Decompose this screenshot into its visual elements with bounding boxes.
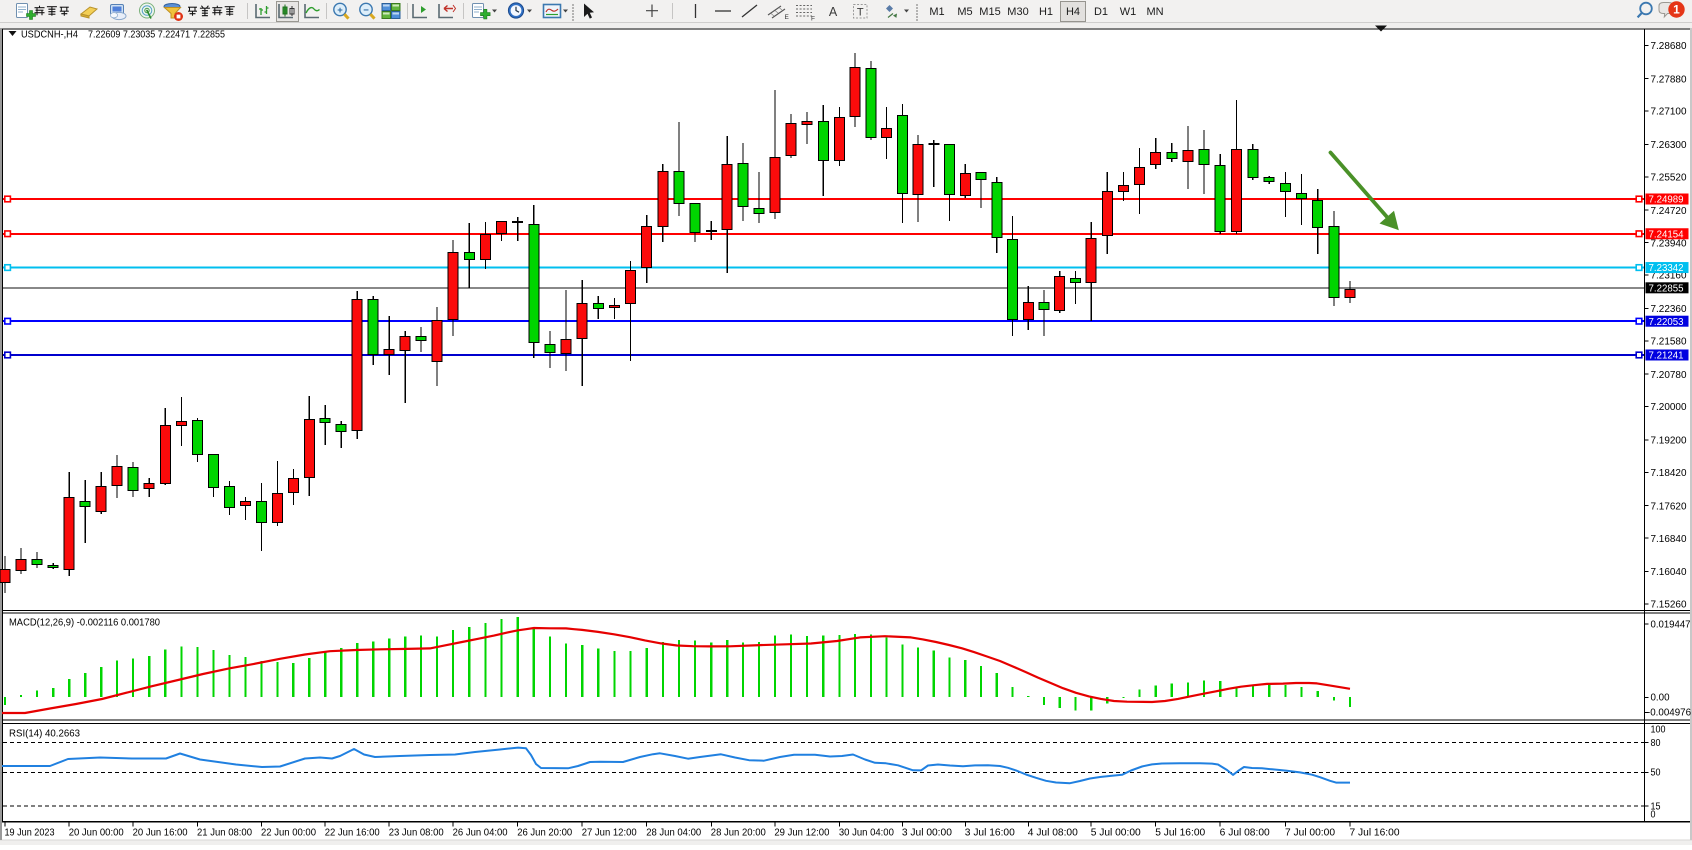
svg-text:D1: D1 <box>1094 6 1108 18</box>
svg-text:7.24989: 7.24989 <box>1649 195 1684 206</box>
svg-text:30 Jun 04:00: 30 Jun 04:00 <box>839 827 894 838</box>
svg-text:H4: H4 <box>1066 6 1080 18</box>
svg-text:F: F <box>811 16 815 23</box>
svg-text:19 Jun 2023: 19 Jun 2023 <box>5 827 55 838</box>
svg-text:7 Jul 16:00: 7 Jul 16:00 <box>1350 827 1400 838</box>
svg-text:-0.004976: -0.004976 <box>1647 708 1692 719</box>
svg-text:7.26300: 7.26300 <box>1651 140 1688 151</box>
svg-text:MN: MN <box>1146 6 1163 18</box>
svg-text:7.24720: 7.24720 <box>1651 206 1688 217</box>
svg-text:7.16840: 7.16840 <box>1651 534 1688 545</box>
svg-text:27 Jun 12:00: 27 Jun 12:00 <box>582 827 637 838</box>
svg-text:7.22053: 7.22053 <box>1649 317 1685 328</box>
svg-text:22 Jun 16:00: 22 Jun 16:00 <box>325 827 380 838</box>
svg-text:0.019447: 0.019447 <box>1651 620 1691 631</box>
svg-text:A: A <box>829 5 838 19</box>
svg-text:29 Jun 12:00: 29 Jun 12:00 <box>774 827 829 838</box>
svg-text:T: T <box>857 6 864 18</box>
svg-text:M1: M1 <box>929 6 944 18</box>
svg-text:0.00: 0.00 <box>1651 693 1671 704</box>
svg-text:1: 1 <box>1673 3 1680 17</box>
svg-text:7.20780: 7.20780 <box>1651 370 1688 381</box>
svg-text:7.17620: 7.17620 <box>1651 501 1688 512</box>
svg-text:7.23342: 7.23342 <box>1649 263 1684 274</box>
svg-text:20 Jun 00:00: 20 Jun 00:00 <box>69 827 124 838</box>
svg-text:20 Jun 16:00: 20 Jun 16:00 <box>133 827 188 838</box>
svg-text:80: 80 <box>1651 738 1661 749</box>
svg-text:7.22609 7.23035 7.22471 7.2285: 7.22609 7.23035 7.22471 7.22855 <box>88 29 225 41</box>
svg-text:6 Jul 08:00: 6 Jul 08:00 <box>1220 827 1270 838</box>
svg-text:W1: W1 <box>1120 6 1137 18</box>
svg-text:MACD(12,26,9) -0.002116 0.0017: MACD(12,26,9) -0.002116 0.001780 <box>9 618 160 629</box>
svg-text:M5: M5 <box>957 6 972 18</box>
svg-text:+: + <box>337 5 343 16</box>
svg-text:50: 50 <box>1651 768 1661 779</box>
svg-text:7.27880: 7.27880 <box>1651 74 1688 85</box>
svg-text:3 Jul 16:00: 3 Jul 16:00 <box>965 827 1015 838</box>
svg-text:7.16040: 7.16040 <box>1651 567 1688 578</box>
svg-text:7.15260: 7.15260 <box>1651 600 1688 611</box>
svg-text:7.22855: 7.22855 <box>1649 284 1685 295</box>
svg-text:E: E <box>785 14 790 21</box>
svg-text:7.23160: 7.23160 <box>1651 271 1688 282</box>
svg-text:7.21241: 7.21241 <box>1649 351 1684 362</box>
svg-text:USDCNH-,H4: USDCNH-,H4 <box>21 29 78 41</box>
svg-text:3 Jul 00:00: 3 Jul 00:00 <box>902 827 952 838</box>
svg-text:22 Jun 00:00: 22 Jun 00:00 <box>261 827 316 838</box>
svg-text:100: 100 <box>1651 724 1666 735</box>
svg-text:7.27100: 7.27100 <box>1651 107 1688 118</box>
svg-text:26 Jun 04:00: 26 Jun 04:00 <box>453 827 508 838</box>
svg-text:M30: M30 <box>1007 6 1028 18</box>
svg-text:7.23940: 7.23940 <box>1651 238 1688 249</box>
svg-text:−: − <box>363 5 369 16</box>
svg-text:15: 15 <box>1651 802 1661 813</box>
svg-text:M15: M15 <box>979 6 1000 18</box>
svg-text:7.28680: 7.28680 <box>1651 41 1688 52</box>
svg-text:7.21580: 7.21580 <box>1651 336 1688 347</box>
svg-text:7.18420: 7.18420 <box>1651 468 1688 479</box>
svg-text:7.19200: 7.19200 <box>1651 436 1688 447</box>
svg-text:H1: H1 <box>1039 6 1053 18</box>
svg-text:4 Jul 08:00: 4 Jul 08:00 <box>1028 827 1078 838</box>
svg-text:7 Jul 00:00: 7 Jul 00:00 <box>1285 827 1335 838</box>
svg-text:21 Jun 08:00: 21 Jun 08:00 <box>197 827 252 838</box>
svg-text:0: 0 <box>1651 809 1657 820</box>
svg-text:26 Jun 20:00: 26 Jun 20:00 <box>517 827 572 838</box>
svg-text:28 Jun 20:00: 28 Jun 20:00 <box>711 827 766 838</box>
svg-text:7.22360: 7.22360 <box>1651 304 1688 315</box>
svg-text:5 Jul 00:00: 5 Jul 00:00 <box>1091 827 1141 838</box>
svg-text:RSI(14) 40.2663: RSI(14) 40.2663 <box>9 729 80 740</box>
svg-text:7.25520: 7.25520 <box>1651 172 1688 183</box>
svg-text:7.24154: 7.24154 <box>1649 229 1685 240</box>
svg-text:28 Jun 04:00: 28 Jun 04:00 <box>646 827 701 838</box>
svg-text:7.20000: 7.20000 <box>1651 402 1688 413</box>
svg-text:5 Jul 16:00: 5 Jul 16:00 <box>1155 827 1205 838</box>
svg-text:23 Jun 08:00: 23 Jun 08:00 <box>389 827 444 838</box>
